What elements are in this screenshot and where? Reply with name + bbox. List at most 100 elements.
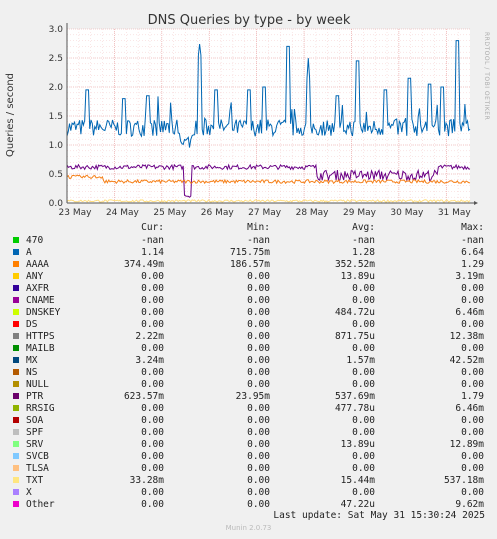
legend-name: CNAME bbox=[26, 295, 55, 306]
legend-cur: -nan bbox=[141, 235, 164, 246]
legend-row: CNAME 0.00 0.00 0.00 0.00 bbox=[0, 295, 497, 307]
legend-max: -nan bbox=[461, 235, 484, 246]
munin-version: Munin 2.0.73 bbox=[225, 524, 272, 532]
legend-avg: 47.22u bbox=[340, 499, 375, 510]
legend-row: AXFR 0.00 0.00 0.00 0.00 bbox=[0, 283, 497, 295]
legend-name: SPF bbox=[26, 427, 44, 438]
legend-min: 186.57m bbox=[229, 259, 270, 270]
legend-max: 9.62m bbox=[455, 499, 484, 510]
legend-min: 0.00 bbox=[247, 415, 270, 426]
legend-row: TXT 33.28m 0.00 15.44m 537.18m bbox=[0, 475, 497, 487]
legend-name: NULL bbox=[26, 379, 49, 390]
legend-name: MAILB bbox=[26, 343, 55, 354]
chart-title: DNS Queries by type - by week bbox=[148, 13, 351, 28]
legend-row: SVCB 0.00 0.00 0.00 0.00 bbox=[0, 451, 497, 463]
legend-min: 0.00 bbox=[247, 379, 270, 390]
legend-max: 0.00 bbox=[461, 451, 484, 462]
legend-avg: 871.75u bbox=[334, 331, 375, 342]
legend-avg: -nan bbox=[352, 235, 375, 246]
legend-row: Other 0.00 0.00 47.22u 9.62m bbox=[0, 499, 497, 511]
series-line-txt bbox=[66, 199, 471, 203]
legend-max: 0.00 bbox=[461, 295, 484, 306]
legend-name: AAAA bbox=[26, 259, 49, 270]
legend-max: 0.00 bbox=[461, 415, 484, 426]
series-line-a bbox=[66, 40, 471, 148]
legend-max: 1.79 bbox=[461, 391, 484, 402]
legend-cur: 0.00 bbox=[141, 307, 164, 318]
legend-min: 0.00 bbox=[247, 355, 270, 366]
legend-swatch bbox=[13, 297, 19, 303]
legend-avg: 537.69m bbox=[334, 391, 375, 402]
legend-row: NULL 0.00 0.00 0.00 0.00 bbox=[0, 379, 497, 391]
legend-cur: 0.00 bbox=[141, 439, 164, 450]
legend-swatch bbox=[13, 285, 19, 291]
legend-max: 3.19m bbox=[455, 271, 484, 282]
legend-row: RRSIG 0.00 0.00 477.78u 6.46m bbox=[0, 403, 497, 415]
legend-cur: 0.00 bbox=[141, 343, 164, 354]
legend-swatch bbox=[13, 249, 19, 255]
legend-row: X 0.00 0.00 0.00 0.00 bbox=[0, 487, 497, 499]
legend-swatch bbox=[13, 453, 19, 459]
legend-avg: 0.00 bbox=[352, 487, 375, 498]
legend-swatch bbox=[13, 369, 19, 375]
legend-name: PTR bbox=[26, 391, 44, 402]
legend-row: SPF 0.00 0.00 0.00 0.00 bbox=[0, 427, 497, 439]
legend-swatch bbox=[13, 237, 19, 243]
legend-max: 0.00 bbox=[461, 487, 484, 498]
legend-max: 1.29 bbox=[461, 259, 484, 270]
legend-row: MAILB 0.00 0.00 0.00 0.00 bbox=[0, 343, 497, 355]
legend-cur: 0.00 bbox=[141, 487, 164, 498]
legend-avg: 477.78u bbox=[334, 403, 375, 414]
legend-min: 0.00 bbox=[247, 331, 270, 342]
legend-max: 6.64 bbox=[461, 247, 484, 258]
legend-cur: 0.00 bbox=[141, 319, 164, 330]
legend-max: 6.46m bbox=[455, 403, 484, 414]
legend-name: MX bbox=[26, 355, 38, 366]
x-tick-label: 23 May bbox=[59, 208, 93, 218]
legend-avg: 13.89u bbox=[340, 439, 375, 450]
header-max: Max: bbox=[461, 222, 484, 233]
legend-swatch bbox=[13, 477, 19, 483]
legend-min: 0.00 bbox=[247, 439, 270, 450]
legend-swatch bbox=[13, 381, 19, 387]
legend-name: RRSIG bbox=[26, 403, 55, 414]
legend-row: 470 -nan -nan -nan -nan bbox=[0, 235, 497, 247]
y-tick-label: 0.5 bbox=[49, 170, 63, 180]
x-tick-label: 29 May bbox=[343, 208, 377, 218]
legend-name: DNSKEY bbox=[26, 307, 61, 318]
series-line-aaaa bbox=[66, 174, 471, 185]
legend-min: 0.00 bbox=[247, 343, 270, 354]
legend-name: A bbox=[26, 247, 32, 258]
legend-swatch bbox=[13, 417, 19, 423]
legend-row: TLSA 0.00 0.00 0.00 0.00 bbox=[0, 463, 497, 475]
legend-avg: 352.52m bbox=[334, 259, 375, 270]
legend-avg: 0.00 bbox=[352, 379, 375, 390]
legend-max: 0.00 bbox=[461, 367, 484, 378]
legend-avg: 0.00 bbox=[352, 463, 375, 474]
chart: DNS Queries by type - by week Queries / … bbox=[5, 13, 490, 218]
legend-cur: 0.00 bbox=[141, 295, 164, 306]
legend-swatch bbox=[13, 345, 19, 351]
legend-name: HTTPS bbox=[26, 331, 55, 342]
legend-min: 0.00 bbox=[247, 271, 270, 282]
legend-swatch bbox=[13, 321, 19, 327]
legend-min: 0.00 bbox=[247, 427, 270, 438]
legend-name: SOA bbox=[26, 415, 44, 426]
legend-name: TLSA bbox=[26, 463, 49, 474]
legend-avg: 0.00 bbox=[352, 451, 375, 462]
legend-swatch bbox=[13, 261, 19, 267]
legend-min: 0.00 bbox=[247, 451, 270, 462]
series-line-ptr bbox=[66, 163, 471, 198]
legend-avg: 0.00 bbox=[352, 415, 375, 426]
legend-min: 715.75m bbox=[229, 247, 270, 258]
legend-swatch bbox=[13, 405, 19, 411]
legend-row: NS 0.00 0.00 0.00 0.00 bbox=[0, 367, 497, 379]
legend-cur: 0.00 bbox=[141, 367, 164, 378]
header-min: Min: bbox=[247, 222, 270, 233]
legend-name: TXT bbox=[26, 475, 44, 486]
legend-swatch bbox=[13, 393, 19, 399]
legend-name: X bbox=[26, 487, 32, 498]
legend-cur: 0.00 bbox=[141, 415, 164, 426]
grid bbox=[66, 28, 470, 204]
x-tick-label: 25 May bbox=[153, 208, 187, 218]
